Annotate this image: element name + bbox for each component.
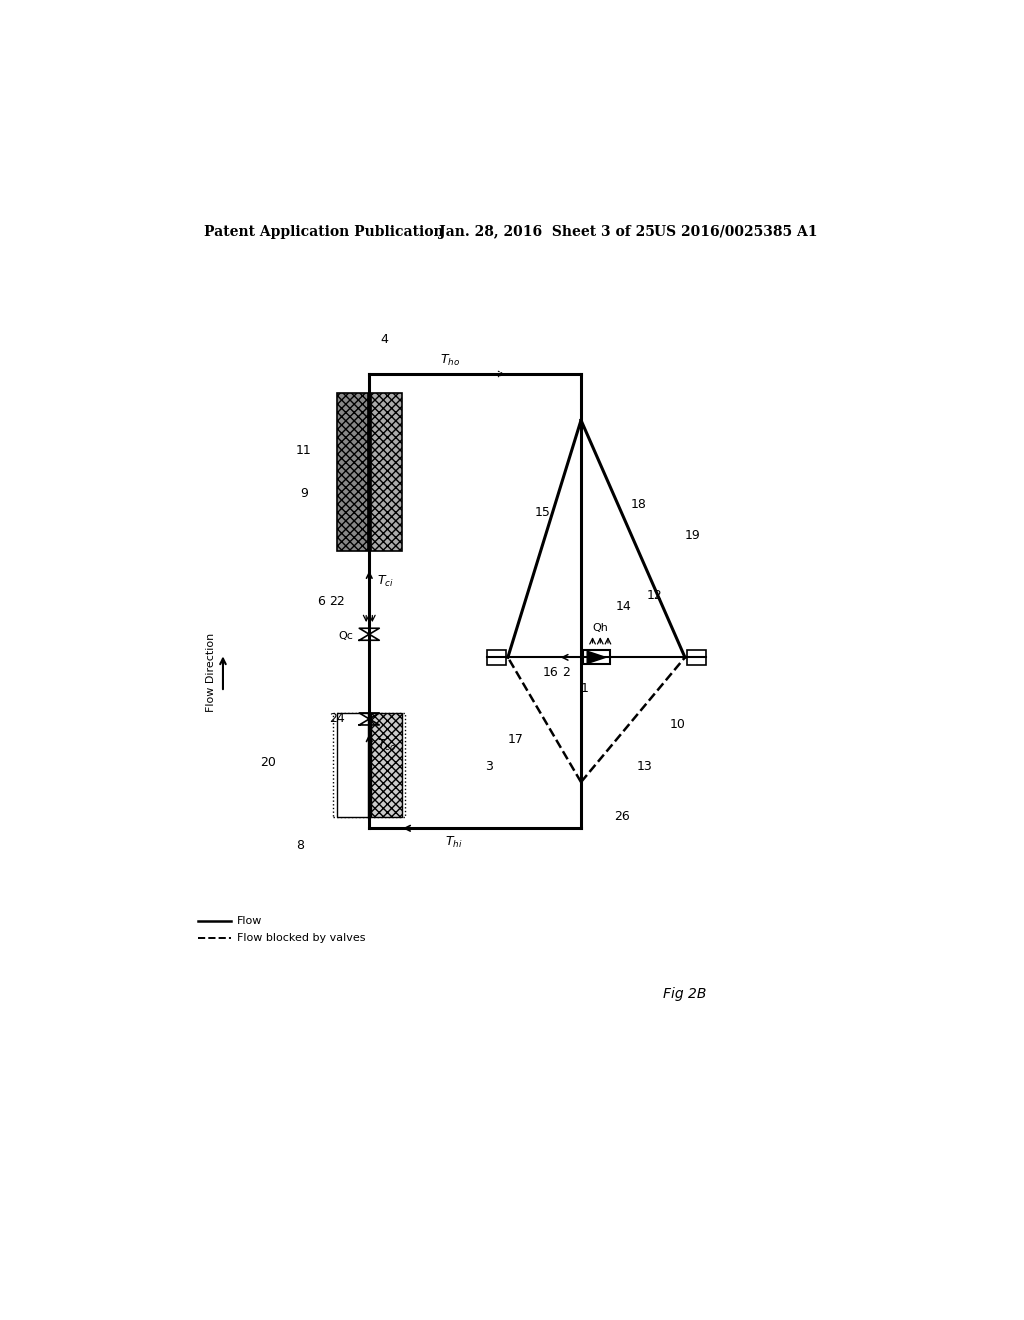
Text: 6: 6 bbox=[317, 594, 326, 607]
Text: 8: 8 bbox=[296, 838, 304, 851]
Bar bbox=[584, 651, 610, 664]
Text: 16: 16 bbox=[543, 667, 558, 680]
Text: 18: 18 bbox=[631, 499, 647, 511]
Text: Flow Direction: Flow Direction bbox=[207, 634, 216, 713]
Bar bbox=[487, 649, 506, 665]
Text: 15: 15 bbox=[535, 506, 551, 519]
Text: 24: 24 bbox=[329, 713, 345, 726]
Bar bbox=[337, 713, 368, 817]
Text: 14: 14 bbox=[615, 601, 631, 612]
Text: Jan. 28, 2016  Sheet 3 of 25: Jan. 28, 2016 Sheet 3 of 25 bbox=[438, 224, 654, 239]
Text: 22: 22 bbox=[329, 594, 345, 607]
Text: 19: 19 bbox=[685, 529, 700, 543]
Text: $T_{ci}$: $T_{ci}$ bbox=[377, 574, 394, 590]
Bar bbox=[333, 713, 406, 817]
Text: $T_{hi}$: $T_{hi}$ bbox=[445, 834, 463, 850]
Bar bbox=[371, 393, 401, 552]
Text: 20: 20 bbox=[260, 756, 275, 770]
Text: 13: 13 bbox=[637, 760, 652, 774]
Text: Patent Application Publication: Patent Application Publication bbox=[204, 224, 443, 239]
Text: 17: 17 bbox=[508, 733, 523, 746]
Text: 3: 3 bbox=[484, 760, 493, 774]
Text: US 2016/0025385 A1: US 2016/0025385 A1 bbox=[654, 224, 817, 239]
Text: Qc: Qc bbox=[339, 631, 353, 640]
Text: 9: 9 bbox=[300, 487, 308, 500]
Bar bbox=[337, 393, 368, 552]
Text: 11: 11 bbox=[296, 445, 311, 458]
Text: Flow: Flow bbox=[237, 916, 262, 925]
Text: $T_{ho}$: $T_{ho}$ bbox=[440, 352, 460, 368]
Text: Fig 2B: Fig 2B bbox=[664, 987, 707, 1001]
Text: 4: 4 bbox=[381, 333, 388, 346]
Text: $T_{co}$: $T_{co}$ bbox=[377, 738, 396, 752]
Text: 1: 1 bbox=[581, 681, 589, 694]
Text: Flow blocked by valves: Flow blocked by valves bbox=[237, 933, 366, 942]
Text: 12: 12 bbox=[646, 589, 663, 602]
Text: 26: 26 bbox=[614, 810, 630, 824]
Polygon shape bbox=[587, 651, 605, 664]
Bar bbox=[371, 713, 401, 817]
Bar bbox=[686, 649, 706, 665]
Text: Qh: Qh bbox=[592, 623, 608, 634]
Text: 10: 10 bbox=[670, 718, 685, 731]
Text: 2: 2 bbox=[562, 667, 569, 680]
